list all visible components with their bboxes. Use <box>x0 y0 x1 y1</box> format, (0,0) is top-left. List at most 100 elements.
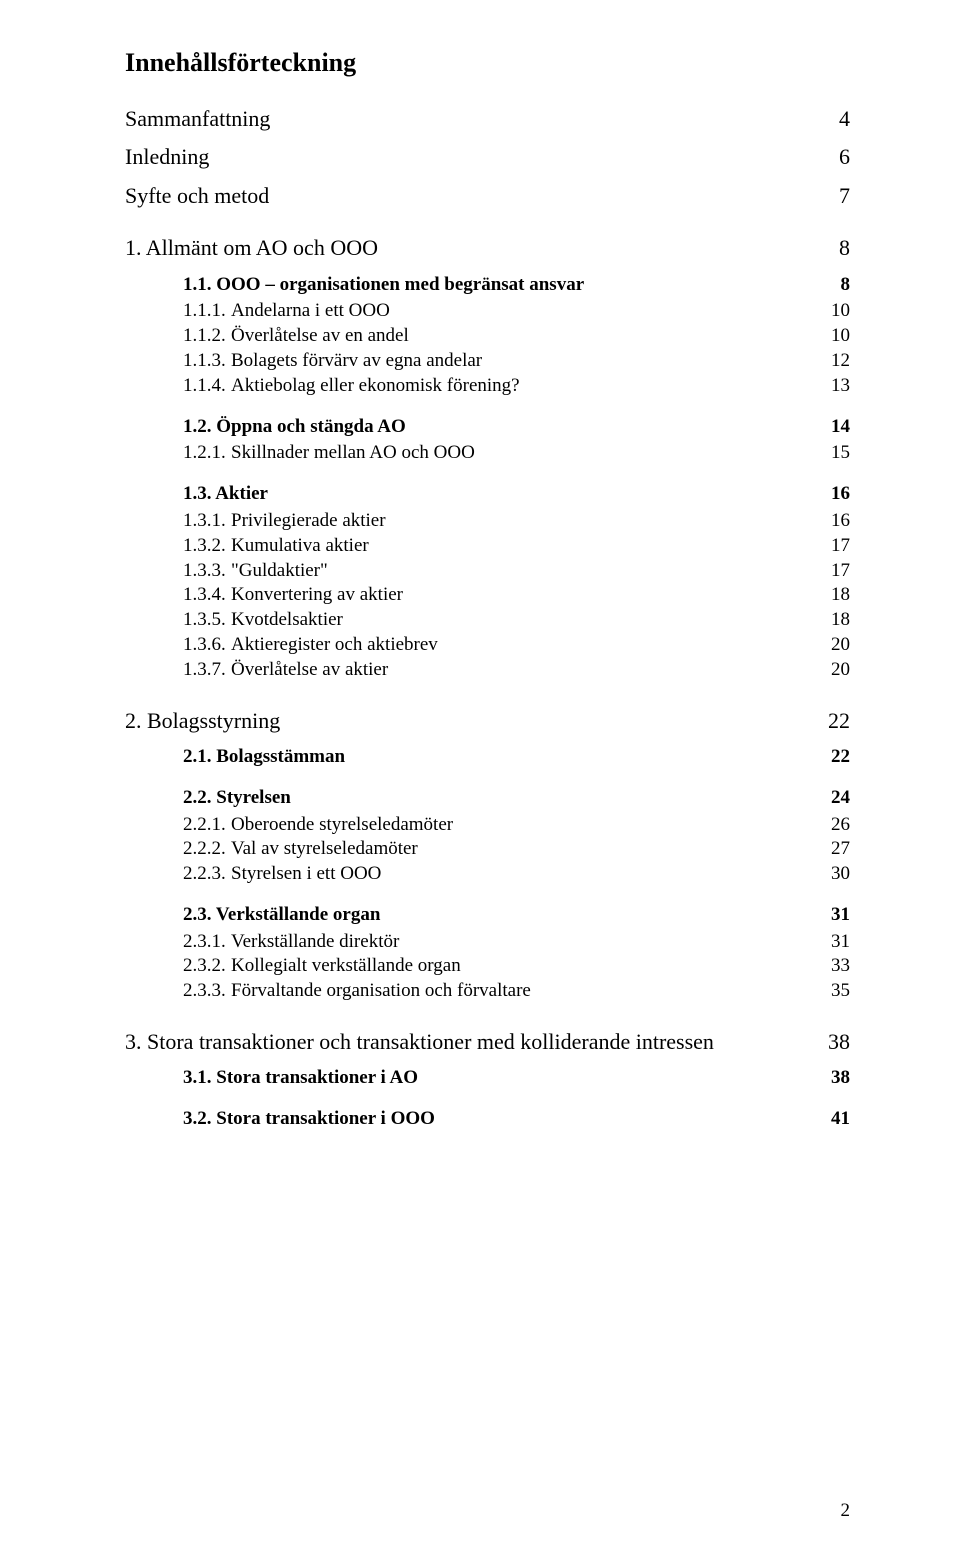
toc-text: Överlåtelse av aktier <box>231 659 388 680</box>
toc-page: 10 <box>819 325 850 348</box>
toc-label: 1.2. Öppna och stängda AO <box>183 416 819 439</box>
toc-page: 6 <box>827 144 850 170</box>
toc-label: 2.3.1.Verkställande direktör <box>183 931 819 954</box>
toc-label: 1.3.6.Aktieregister och aktiebrev <box>183 634 819 657</box>
toc-label: 1.3.2.Kumulativa aktier <box>183 535 819 558</box>
toc-entry-2-1: 2.1. Bolagsstämman 22 <box>183 746 850 769</box>
toc-text: Aktier <box>215 483 268 504</box>
toc-page: 38 <box>819 1067 850 1090</box>
toc-entry-2-2-1: 2.2.1.Oberoende styrelseledamöter 26 <box>183 814 850 837</box>
toc-page: 26 <box>819 814 850 837</box>
toc-label: 2.2.1.Oberoende styrelseledamöter <box>183 814 819 837</box>
toc-text: Aktiebolag eller ekonomisk förening? <box>231 375 520 396</box>
toc-entry-2-2-2: 2.2.2.Val av styrelseledamöter 27 <box>183 838 850 861</box>
toc-label: Syfte och metod <box>125 183 827 209</box>
toc-text: Skillnader mellan AO och OOO <box>231 442 475 463</box>
toc-entry-2-3: 2.3. Verkställande organ 31 <box>183 904 850 927</box>
toc-label: 1.1.1.Andelarna i ett OOO <box>183 300 819 323</box>
toc-entry-2-3-3: 2.3.3.Förvaltande organisation och förva… <box>183 980 850 1003</box>
toc-number: 1.1.2. <box>183 325 231 348</box>
toc-text: Stora transaktioner i AO <box>216 1067 418 1088</box>
toc-number: 2.2. <box>183 787 212 808</box>
toc-page: 12 <box>819 350 850 373</box>
toc-text: Aktieregister och aktiebrev <box>231 634 438 655</box>
toc-label: 3.1. Stora transaktioner i AO <box>183 1067 819 1090</box>
toc-text: Oberoende styrelseledamöter <box>231 814 453 835</box>
toc-entry-1-2-1: 1.2.1.Skillnader mellan AO och OOO 15 <box>183 442 850 465</box>
toc-label: 2.2.3.Styrelsen i ett OOO <box>183 863 819 886</box>
toc-page: 16 <box>819 483 850 506</box>
toc-label: 3.2. Stora transaktioner i OOO <box>183 1108 819 1131</box>
toc-text: Styrelsen i ett OOO <box>231 863 381 884</box>
toc-label: 2.1. Bolagsstämman <box>183 746 819 769</box>
toc-label: 1. Allmänt om AO och OOO <box>125 235 827 261</box>
toc-text: OOO – organisationen med begränsat ansva… <box>216 274 584 295</box>
toc-entry-2: 2. Bolagsstyrning 22 <box>125 708 850 734</box>
toc-entry-1-3: 1.3. Aktier 16 <box>183 483 850 506</box>
toc-number: 1.3.3. <box>183 560 231 583</box>
toc-number: 3.2. <box>183 1108 212 1129</box>
toc-number: 1.2.1. <box>183 442 231 465</box>
toc-label: 1.3.3."Guldaktier" <box>183 560 819 583</box>
toc-entry-1-3-2: 1.3.2.Kumulativa aktier 17 <box>183 535 850 558</box>
toc-label: Sammanfattning <box>125 106 827 132</box>
toc-text: Förvaltande organisation och förvaltare <box>231 980 531 1001</box>
toc-label: 1.1. OOO – organisationen med begränsat … <box>183 274 829 297</box>
toc-text: Konvertering av aktier <box>231 584 403 605</box>
toc-number: 1.1. <box>183 274 212 295</box>
toc-label: 1.3. Aktier <box>183 483 819 506</box>
toc-label: 1.1.4.Aktiebolag eller ekonomisk förenin… <box>183 375 819 398</box>
toc-number: 1.1.3. <box>183 350 231 373</box>
toc-page: 31 <box>819 904 850 927</box>
toc-label: 1.3.4.Konvertering av aktier <box>183 584 819 607</box>
toc-number: 1.3.1. <box>183 510 231 533</box>
toc-number: 1.3. <box>183 483 212 504</box>
toc-text: Andelarna i ett OOO <box>231 300 390 321</box>
toc-page: 33 <box>819 955 850 978</box>
toc-text: Kollegialt verkställande organ <box>231 955 461 976</box>
toc-label: 1.2.1.Skillnader mellan AO och OOO <box>183 442 819 465</box>
toc-text: Kvotdelsaktier <box>231 609 343 630</box>
toc-text: Överlåtelse av en andel <box>231 325 409 346</box>
toc-page: 31 <box>819 931 850 954</box>
toc-number: 2.3.3. <box>183 980 231 1003</box>
toc-page: 24 <box>819 787 850 810</box>
toc-page: 18 <box>819 584 850 607</box>
toc-entry-1-1-3: 1.1.3.Bolagets förvärv av egna andelar 1… <box>183 350 850 373</box>
toc-entry-1-2: 1.2. Öppna och stängda AO 14 <box>183 416 850 439</box>
toc-text: "Guldaktier" <box>231 560 328 581</box>
toc-label: 1.3.5.Kvotdelsaktier <box>183 609 819 632</box>
toc-page: 18 <box>819 609 850 632</box>
toc-number: 2.2.1. <box>183 814 231 837</box>
toc-text: Styrelsen <box>216 787 291 808</box>
toc-number: 2.2.3. <box>183 863 231 886</box>
toc-number: 1.2. <box>183 416 212 437</box>
toc-number: 3.1. <box>183 1067 212 1088</box>
toc-number: 1.3.6. <box>183 634 231 657</box>
toc-label: 2.3. Verkställande organ <box>183 904 819 927</box>
toc-entry-2-3-2: 2.3.2.Kollegialt verkställande organ 33 <box>183 955 850 978</box>
page: Innehållsförteckning Sammanfattning 4 In… <box>0 0 960 1550</box>
toc-entry-1: 1. Allmänt om AO och OOO 8 <box>125 235 850 261</box>
toc-number: 2.2.2. <box>183 838 231 861</box>
toc-entry-1-1: 1.1. OOO – organisationen med begränsat … <box>183 274 850 297</box>
toc-page: 41 <box>819 1108 850 1131</box>
toc-page: 27 <box>819 838 850 861</box>
toc-page: 22 <box>816 708 850 734</box>
toc-entry-3: 3. Stora transaktioner och transaktioner… <box>125 1029 850 1055</box>
toc-page: 16 <box>819 510 850 533</box>
toc-page: 10 <box>819 300 850 323</box>
toc-text: Verkställande organ <box>216 904 381 925</box>
toc-page: 35 <box>819 980 850 1003</box>
toc-entry-1-3-4: 1.3.4.Konvertering av aktier 18 <box>183 584 850 607</box>
toc-number: 1.3.5. <box>183 609 231 632</box>
toc-number: 1.3.2. <box>183 535 231 558</box>
page-number: 2 <box>841 1500 851 1522</box>
toc-entry-1-1-2: 1.1.2.Överlåtelse av en andel 10 <box>183 325 850 348</box>
toc-text: Privilegierade aktier <box>231 510 386 531</box>
toc-number: 2.3. <box>183 904 212 925</box>
toc-text: Kumulativa aktier <box>231 535 369 556</box>
toc-page: 8 <box>827 235 850 261</box>
toc-page: 22 <box>819 746 850 769</box>
toc-page: 17 <box>819 560 850 583</box>
